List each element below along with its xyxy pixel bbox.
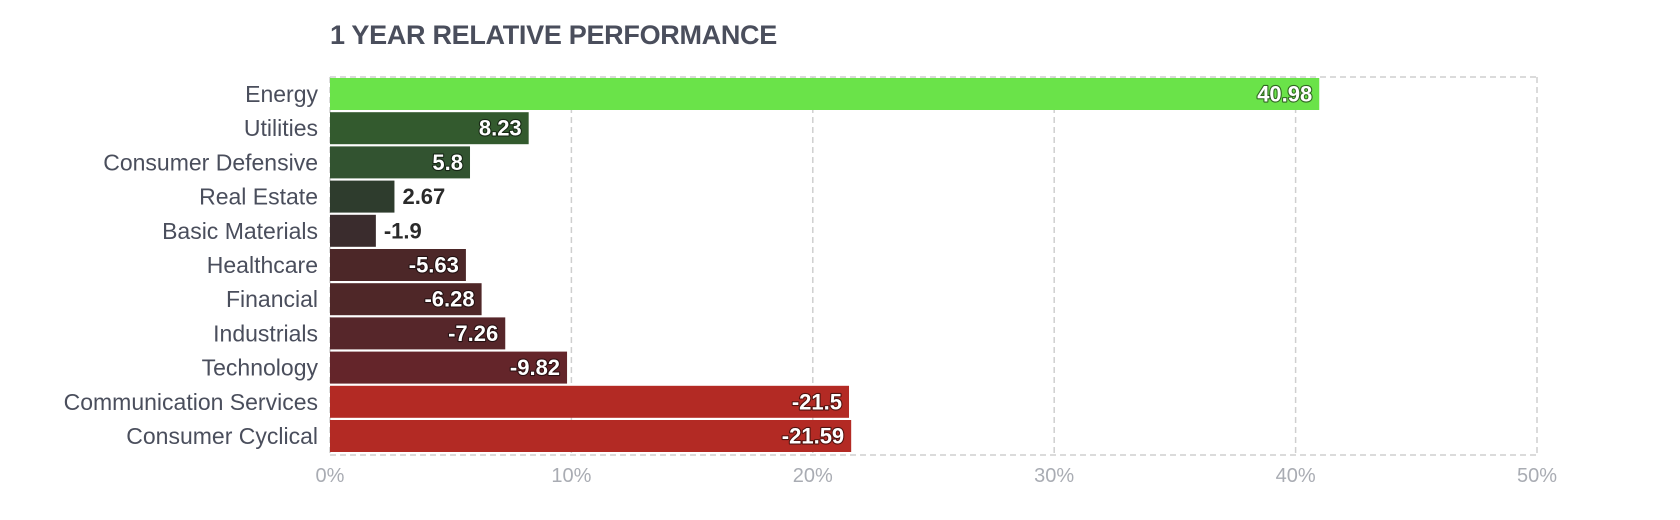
x-axis-tick-labels: 0% 10% 20% 30% 40% 50% — [316, 465, 1558, 487]
bar — [330, 249, 466, 281]
value-label: -7.26 — [448, 321, 498, 346]
bars — [330, 78, 1320, 452]
x-tick-label: 20% — [793, 465, 833, 487]
category-label: Consumer Cyclical — [126, 423, 318, 449]
x-tick-label: 40% — [1276, 465, 1316, 487]
bar — [330, 385, 850, 418]
value-labels: 40.98 8.23 5.8 2.67 -1.9 -5.63 -6.28 -7.26 -9.82… — [384, 80, 1313, 449]
x-tick-label: 0% — [316, 465, 345, 487]
bar — [330, 214, 376, 247]
bar — [330, 180, 395, 213]
bar — [330, 146, 471, 179]
bar — [330, 112, 529, 145]
bar — [330, 283, 482, 316]
x-tick-label: 50% — [1517, 465, 1557, 487]
category-label: Industrials — [213, 320, 318, 346]
category-label: Communication Services — [64, 389, 318, 415]
bar — [330, 78, 1320, 110]
value-label: 40.98 — [1257, 82, 1312, 107]
category-label: Basic Materials — [162, 218, 318, 244]
category-label: Consumer Defensive — [103, 149, 318, 175]
category-label: Technology — [202, 355, 319, 381]
value-label: -5.63 — [409, 253, 459, 278]
value-label: -1.9 — [384, 218, 422, 243]
bar — [330, 317, 506, 350]
category-label: Financial — [226, 286, 318, 312]
category-label: Healthcare — [207, 252, 318, 278]
chart-title: 1 YEAR RELATIVE PERFORMANCE — [330, 20, 777, 50]
value-label: -9.82 — [510, 355, 560, 380]
category-label: Utilities — [244, 115, 318, 141]
x-tick-label: 30% — [1034, 465, 1074, 487]
value-label: 2.67 — [402, 184, 445, 209]
value-label: -21.59 — [782, 424, 844, 449]
bar — [330, 351, 568, 384]
category-labels: Energy Utilities Consumer Defensive Real Es… — [64, 81, 319, 449]
value-label: 5.8 — [432, 150, 463, 175]
bar — [330, 420, 852, 452]
x-tick-label: 10% — [551, 465, 591, 487]
value-label: -21.5 — [792, 389, 842, 414]
value-label: 8.23 — [479, 116, 522, 141]
category-label: Real Estate — [199, 184, 318, 210]
value-label: -6.28 — [424, 287, 474, 312]
category-label: Energy — [245, 81, 318, 107]
